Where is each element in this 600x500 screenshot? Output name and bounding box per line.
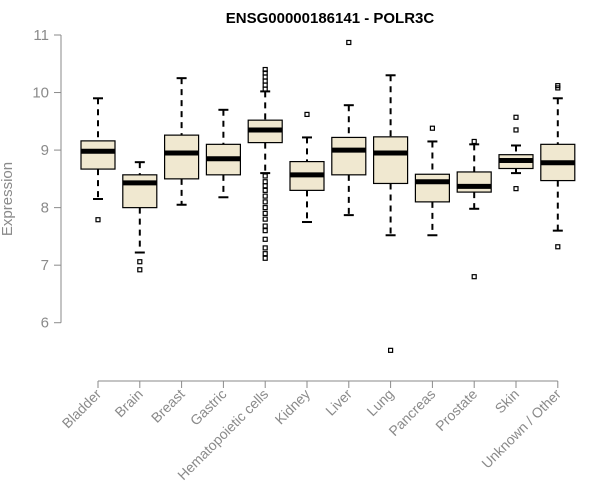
box-gastric — [205, 108, 241, 199]
y-tick-label: 10 — [32, 85, 49, 102]
x-tick-label: Prostate — [432, 386, 480, 434]
outlier-point — [262, 205, 268, 211]
outlier-point — [262, 82, 268, 88]
y-axis-title: Expression — [0, 162, 16, 236]
iqr-box — [331, 136, 367, 176]
box-hematopoietic-cells — [247, 66, 283, 261]
outlier-point — [513, 114, 519, 120]
outlier-point — [304, 111, 310, 118]
outlier-point — [262, 199, 268, 205]
box-prostate — [456, 138, 492, 280]
box-liver — [331, 39, 367, 217]
outlier-point — [262, 223, 268, 229]
chart-title: ENSG00000186141 - POLR3C — [226, 10, 435, 27]
outlier-point — [471, 274, 477, 280]
outlier-point — [137, 259, 143, 265]
box-lung — [373, 74, 409, 353]
iqr-box — [122, 174, 158, 209]
outlier-point — [555, 85, 561, 91]
outlier-point — [262, 86, 268, 92]
iqr-box — [456, 171, 492, 193]
outlier-point — [262, 179, 268, 185]
outlier-point — [262, 173, 268, 179]
boxes-group — [80, 39, 576, 353]
outlier-point — [429, 125, 435, 131]
outlier-point — [471, 138, 477, 145]
x-tick-label: Brain — [111, 386, 145, 420]
outlier-point — [262, 193, 268, 199]
y-tick-label: 8 — [41, 200, 49, 217]
outlier-point — [262, 216, 268, 222]
outlier-point — [262, 251, 268, 257]
x-tick-label: Unknown / Other — [478, 386, 564, 472]
outlier-point — [555, 244, 561, 250]
box-pancreas — [414, 125, 450, 237]
x-tick-label: Liver — [322, 386, 355, 419]
x-tick-label: Breast — [148, 386, 188, 426]
x-tick-label: Skin — [492, 386, 523, 417]
y-axis: 6 7 8 9 10 11 — [32, 27, 62, 332]
iqr-box — [80, 140, 116, 170]
outlier-point — [262, 78, 268, 84]
outlier-point — [95, 217, 101, 223]
outlier-point — [262, 236, 268, 242]
outlier-point — [262, 187, 268, 193]
outlier-point — [262, 70, 268, 76]
iqr-box — [164, 134, 200, 180]
outlier-point — [513, 127, 519, 133]
x-tick-label: Lung — [363, 386, 396, 419]
outlier-point — [262, 183, 268, 189]
outlier-point — [262, 255, 268, 261]
box-skin — [498, 114, 534, 192]
y-tick-label: 9 — [41, 142, 49, 159]
outlier-point — [262, 228, 268, 234]
iqr-box — [414, 173, 450, 203]
box-breast — [164, 77, 200, 206]
box-unknown-other — [540, 83, 576, 250]
y-tick-label: 7 — [41, 257, 49, 274]
outlier-point — [388, 347, 394, 353]
box-bladder — [80, 97, 116, 223]
box-brain — [122, 161, 158, 273]
y-tick-label: 6 — [41, 315, 49, 332]
outlier-point — [262, 74, 268, 80]
x-tick-label: Bladder — [59, 386, 105, 432]
x-tick-label: Kidney — [272, 386, 314, 428]
outlier-point — [262, 245, 268, 251]
outlier-point — [262, 210, 268, 216]
y-tick-label: 11 — [33, 27, 49, 44]
iqr-box — [373, 136, 409, 185]
outlier-point — [346, 39, 352, 46]
box-kidney — [289, 111, 325, 224]
outlier-point — [513, 186, 519, 192]
outlier-point — [137, 267, 143, 273]
